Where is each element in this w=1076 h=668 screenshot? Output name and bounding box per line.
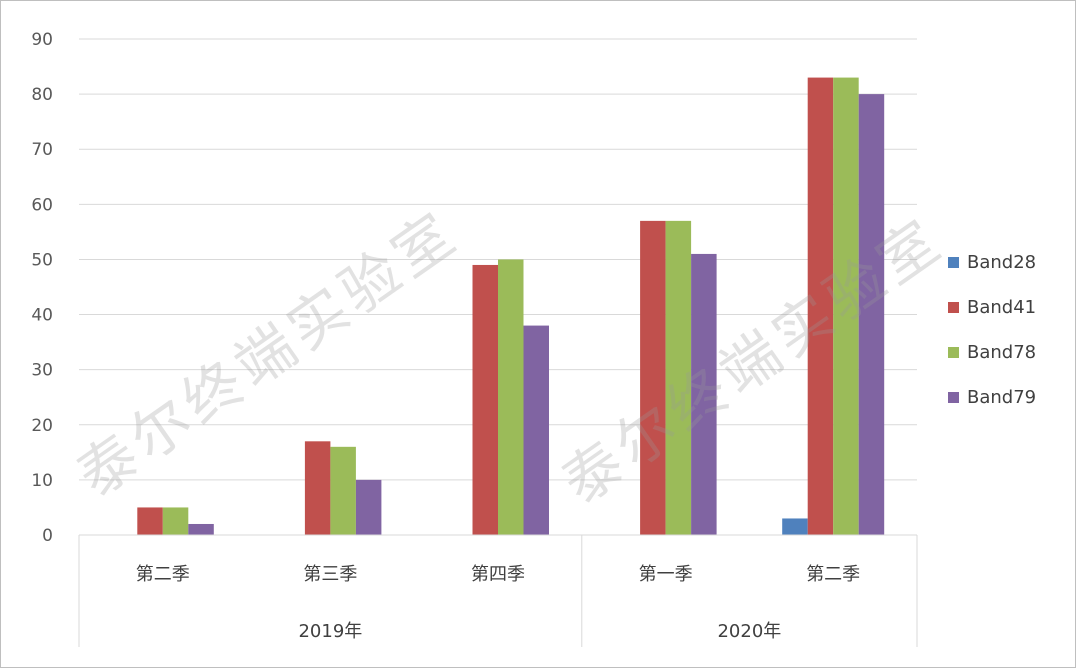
bars <box>137 77 885 536</box>
bar-band79 <box>188 523 214 535</box>
watermark-text: 泰尔终端实验室 <box>65 198 471 511</box>
bar-band41 <box>640 220 666 535</box>
legend-swatch <box>948 257 959 268</box>
bar-band28 <box>782 518 808 535</box>
bar-band41 <box>807 77 834 536</box>
legend-label: Band79 <box>967 387 1036 408</box>
y-tick-label: 10 <box>31 471 53 491</box>
x-category-label: 第三季 <box>303 564 357 585</box>
legend-swatch <box>948 392 959 403</box>
x-category-label: 第一季 <box>639 564 693 585</box>
bar-band78 <box>330 446 356 535</box>
x-group-label: 2020年 <box>717 621 781 642</box>
bar-band41 <box>137 507 163 535</box>
x-group-label: 2019年 <box>298 621 362 642</box>
y-tick-label: 40 <box>31 306 53 326</box>
y-tick-label: 30 <box>31 361 53 381</box>
y-tick-label: 20 <box>31 416 53 436</box>
watermark-text: 泰尔终端实验室 <box>550 205 956 518</box>
y-tick-label: 90 <box>31 30 53 50</box>
x-category-label: 第二季 <box>806 564 860 585</box>
y-tick-label: 60 <box>31 195 53 215</box>
bar-band78 <box>162 507 189 535</box>
legend-swatch <box>948 347 959 358</box>
y-tick-label: 70 <box>31 140 53 160</box>
y-tick-label: 0 <box>42 526 53 546</box>
bar-band78 <box>498 259 524 535</box>
bar-band79 <box>691 253 717 535</box>
x-category-label: 第二季 <box>136 564 190 585</box>
legend-swatch <box>948 302 959 313</box>
x-category-label: 第四季 <box>471 564 525 585</box>
bar-band79 <box>858 94 885 535</box>
y-tick-label: 80 <box>31 85 53 105</box>
x-axis: 第二季 第三季 第四季 第一季 第二季 2019年 2020年 <box>78 534 918 647</box>
legend: Band28 Band41 Band78 Band79 <box>948 252 1036 408</box>
legend-label: Band41 <box>967 297 1036 318</box>
bar-band79 <box>355 479 382 535</box>
bar-band79 <box>523 325 549 535</box>
y-axis-ticks: 0 10 20 30 40 50 60 70 80 90 <box>31 30 53 546</box>
bar-band78 <box>833 77 859 536</box>
legend-label: Band78 <box>967 342 1036 363</box>
bar-band41 <box>472 264 498 535</box>
legend-label: Band28 <box>967 252 1036 273</box>
bar-band78 <box>665 220 692 535</box>
y-tick-label: 50 <box>31 250 53 270</box>
bar-band41 <box>304 441 331 535</box>
